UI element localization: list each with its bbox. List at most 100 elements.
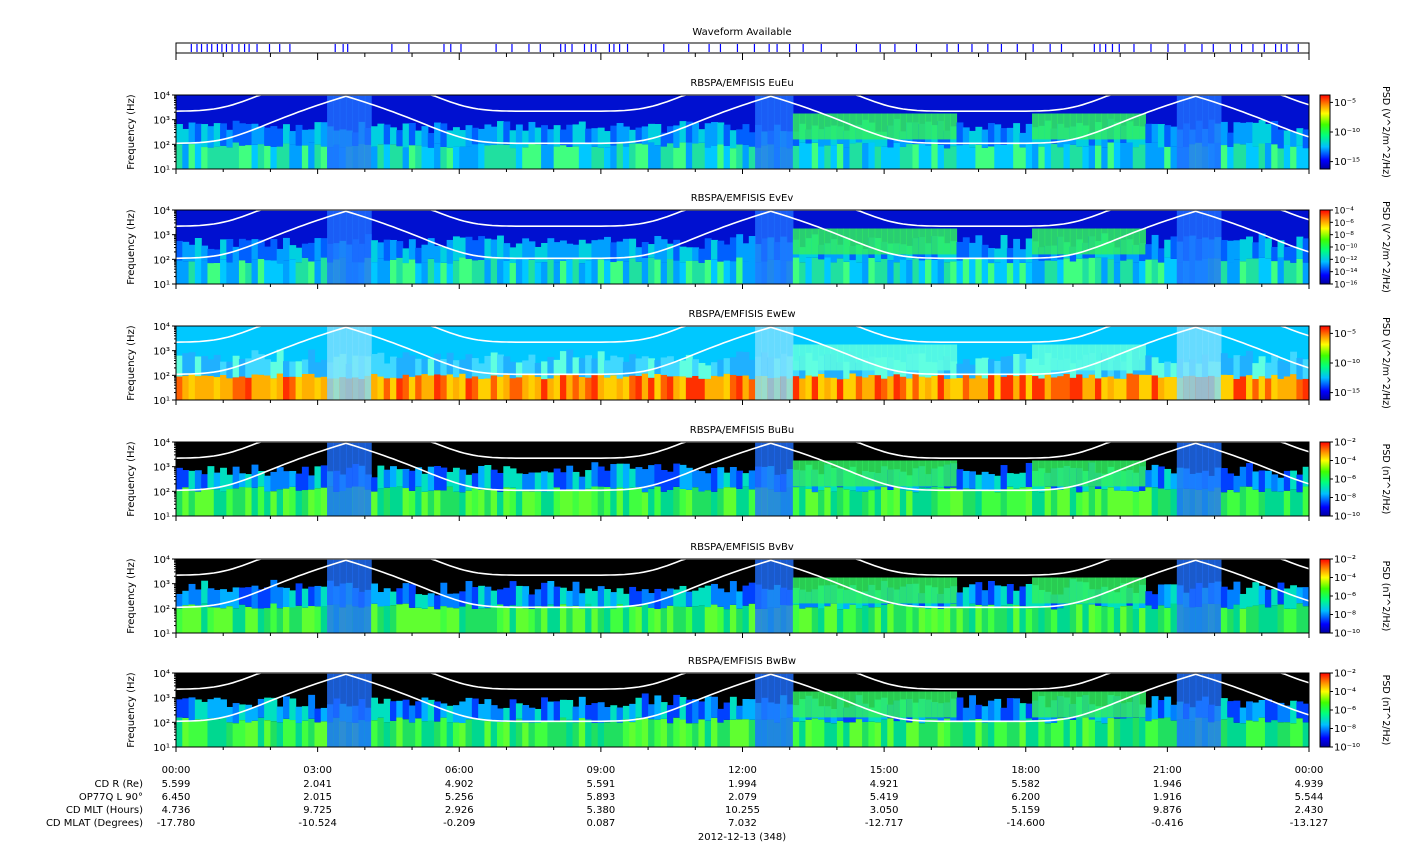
psd-cell <box>818 608 825 633</box>
psd-cell <box>1271 355 1279 375</box>
y-tick-label: 10¹ <box>153 280 170 291</box>
psd-cell <box>1164 489 1172 516</box>
psd-cell <box>893 460 901 487</box>
waveform-available-mark <box>1118 44 1120 52</box>
psd-cell <box>635 487 643 516</box>
psd-cell <box>692 143 700 169</box>
psd-cell <box>767 95 775 169</box>
psd-cell <box>257 258 265 284</box>
psd-cell <box>887 228 895 255</box>
psd-cell <box>836 460 844 487</box>
y-tick-label: 10¹ <box>153 396 170 407</box>
psd-cell <box>484 465 492 488</box>
x-tick-label: 15:00 <box>870 765 899 776</box>
psd-cell <box>1126 718 1134 747</box>
psd-cell <box>773 326 781 400</box>
psd-cell <box>937 228 945 255</box>
psd-cell <box>503 721 511 747</box>
psd-cell <box>981 471 989 491</box>
psd-cell <box>390 720 397 747</box>
psd-cell <box>1032 344 1039 371</box>
psd-cell <box>1107 376 1115 400</box>
psd-cell <box>295 706 303 723</box>
psd-cell <box>1208 559 1216 633</box>
psd-cell <box>887 691 895 718</box>
psd-cell <box>377 352 385 377</box>
psd-cell <box>1201 673 1209 747</box>
psd-cell <box>723 472 731 488</box>
psd-cell <box>987 721 995 747</box>
psd-cell <box>591 358 599 374</box>
psd-cell <box>792 577 800 604</box>
psd-cell <box>937 144 945 169</box>
psd-cell <box>402 488 410 516</box>
psd-cell <box>604 707 611 723</box>
psd-cell <box>251 123 259 145</box>
psd-cell <box>799 113 807 140</box>
psd-cell <box>1013 605 1021 633</box>
psd-cell <box>899 460 907 487</box>
psd-cell <box>320 359 328 377</box>
psd-cell <box>849 691 857 718</box>
psd-cell <box>320 257 328 284</box>
psd-cell <box>969 258 976 284</box>
psd-cell <box>314 708 322 723</box>
psd-cell <box>975 235 983 258</box>
psd-cell <box>887 376 895 400</box>
colorbar-label: PSD (nT^2/Hz) <box>1380 561 1391 632</box>
ephemeris-value: 5.544 <box>1295 792 1324 803</box>
psd-cell <box>591 240 599 260</box>
psd-cell <box>641 603 649 633</box>
colorbar-tick-label: 10⁻¹⁰ <box>1334 244 1358 254</box>
psd-cell <box>1132 609 1140 633</box>
psd-cell <box>862 691 869 718</box>
psd-cell <box>622 593 630 609</box>
psd-cell <box>1258 356 1266 377</box>
psd-cell <box>528 707 536 723</box>
waveform-available-mark <box>736 44 739 52</box>
psd-cell <box>515 703 523 719</box>
psd-cell <box>547 580 555 605</box>
psd-cell <box>818 577 825 604</box>
y-axis-label: Frequency (Hz) <box>126 94 137 170</box>
psd-cell <box>899 691 907 718</box>
psd-cell <box>459 591 467 607</box>
psd-cell <box>345 210 353 284</box>
psd-cell <box>1057 460 1065 487</box>
psd-cell <box>264 608 272 633</box>
psd-cell <box>1233 259 1241 284</box>
psd-cell <box>301 243 309 258</box>
waveform-available-mark <box>391 44 393 52</box>
psd-cell <box>679 376 687 400</box>
psd-cell <box>509 130 517 149</box>
waveform-available-mark <box>663 44 665 52</box>
psd-cell <box>421 244 429 263</box>
psd-cell <box>874 375 882 400</box>
psd-cell <box>283 376 290 400</box>
psd-cell <box>597 486 605 516</box>
psd-cell <box>673 125 681 148</box>
psd-cell <box>610 464 618 489</box>
psd-cell <box>1220 586 1228 608</box>
psd-cell <box>257 698 265 718</box>
psd-cell <box>245 377 253 400</box>
panel-1: RBSPA/EMFISIS EuEu10¹10²10³10⁴Frequency … <box>126 78 1391 178</box>
psd-cell <box>522 147 530 169</box>
psd-cell <box>1126 142 1134 169</box>
psd-cell <box>893 577 901 604</box>
psd-cell <box>402 147 410 169</box>
psd-cell <box>402 248 410 264</box>
psd-cell <box>578 376 586 400</box>
psd-cell <box>559 145 567 169</box>
psd-cell <box>748 236 756 259</box>
psd-cell <box>270 260 278 284</box>
psd-cell <box>641 144 649 169</box>
psd-cell <box>761 673 769 747</box>
psd-cell <box>553 720 561 747</box>
psd-cell <box>604 131 611 148</box>
psd-cell <box>402 263 410 284</box>
psd-cell <box>427 375 435 400</box>
psd-cell <box>1277 129 1285 149</box>
psd-cell <box>679 142 687 169</box>
psd-cell <box>1120 142 1128 169</box>
